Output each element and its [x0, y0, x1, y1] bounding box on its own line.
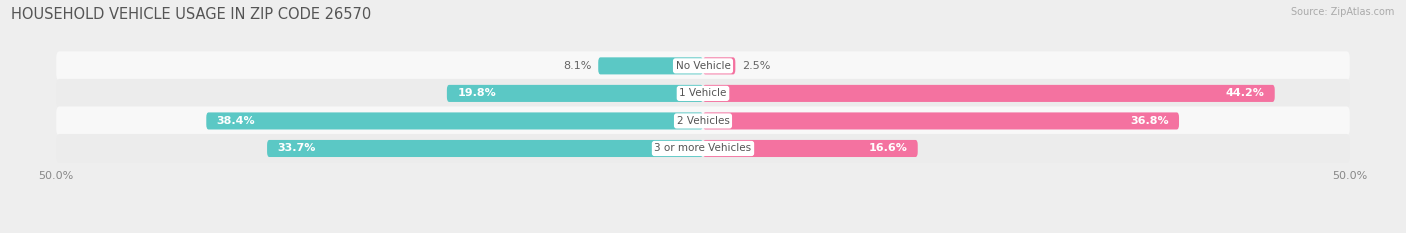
Text: 8.1%: 8.1%: [564, 61, 592, 71]
Text: 1 Vehicle: 1 Vehicle: [679, 88, 727, 98]
FancyBboxPatch shape: [56, 51, 1350, 80]
Text: 33.7%: 33.7%: [277, 144, 316, 154]
Text: 44.2%: 44.2%: [1226, 88, 1264, 98]
FancyBboxPatch shape: [703, 57, 735, 74]
FancyBboxPatch shape: [703, 112, 1180, 130]
Text: Source: ZipAtlas.com: Source: ZipAtlas.com: [1291, 7, 1395, 17]
Text: 2.5%: 2.5%: [742, 61, 770, 71]
FancyBboxPatch shape: [56, 79, 1350, 108]
FancyBboxPatch shape: [447, 85, 703, 102]
Text: No Vehicle: No Vehicle: [675, 61, 731, 71]
Text: 38.4%: 38.4%: [217, 116, 256, 126]
Text: 19.8%: 19.8%: [457, 88, 496, 98]
FancyBboxPatch shape: [703, 85, 1275, 102]
Text: 3 or more Vehicles: 3 or more Vehicles: [654, 144, 752, 154]
FancyBboxPatch shape: [56, 106, 1350, 135]
FancyBboxPatch shape: [598, 57, 703, 74]
FancyBboxPatch shape: [267, 140, 703, 157]
Text: 16.6%: 16.6%: [869, 144, 907, 154]
FancyBboxPatch shape: [207, 112, 703, 130]
Text: HOUSEHOLD VEHICLE USAGE IN ZIP CODE 26570: HOUSEHOLD VEHICLE USAGE IN ZIP CODE 2657…: [11, 7, 371, 22]
FancyBboxPatch shape: [703, 140, 918, 157]
FancyBboxPatch shape: [56, 134, 1350, 163]
Text: 36.8%: 36.8%: [1130, 116, 1168, 126]
Text: 2 Vehicles: 2 Vehicles: [676, 116, 730, 126]
